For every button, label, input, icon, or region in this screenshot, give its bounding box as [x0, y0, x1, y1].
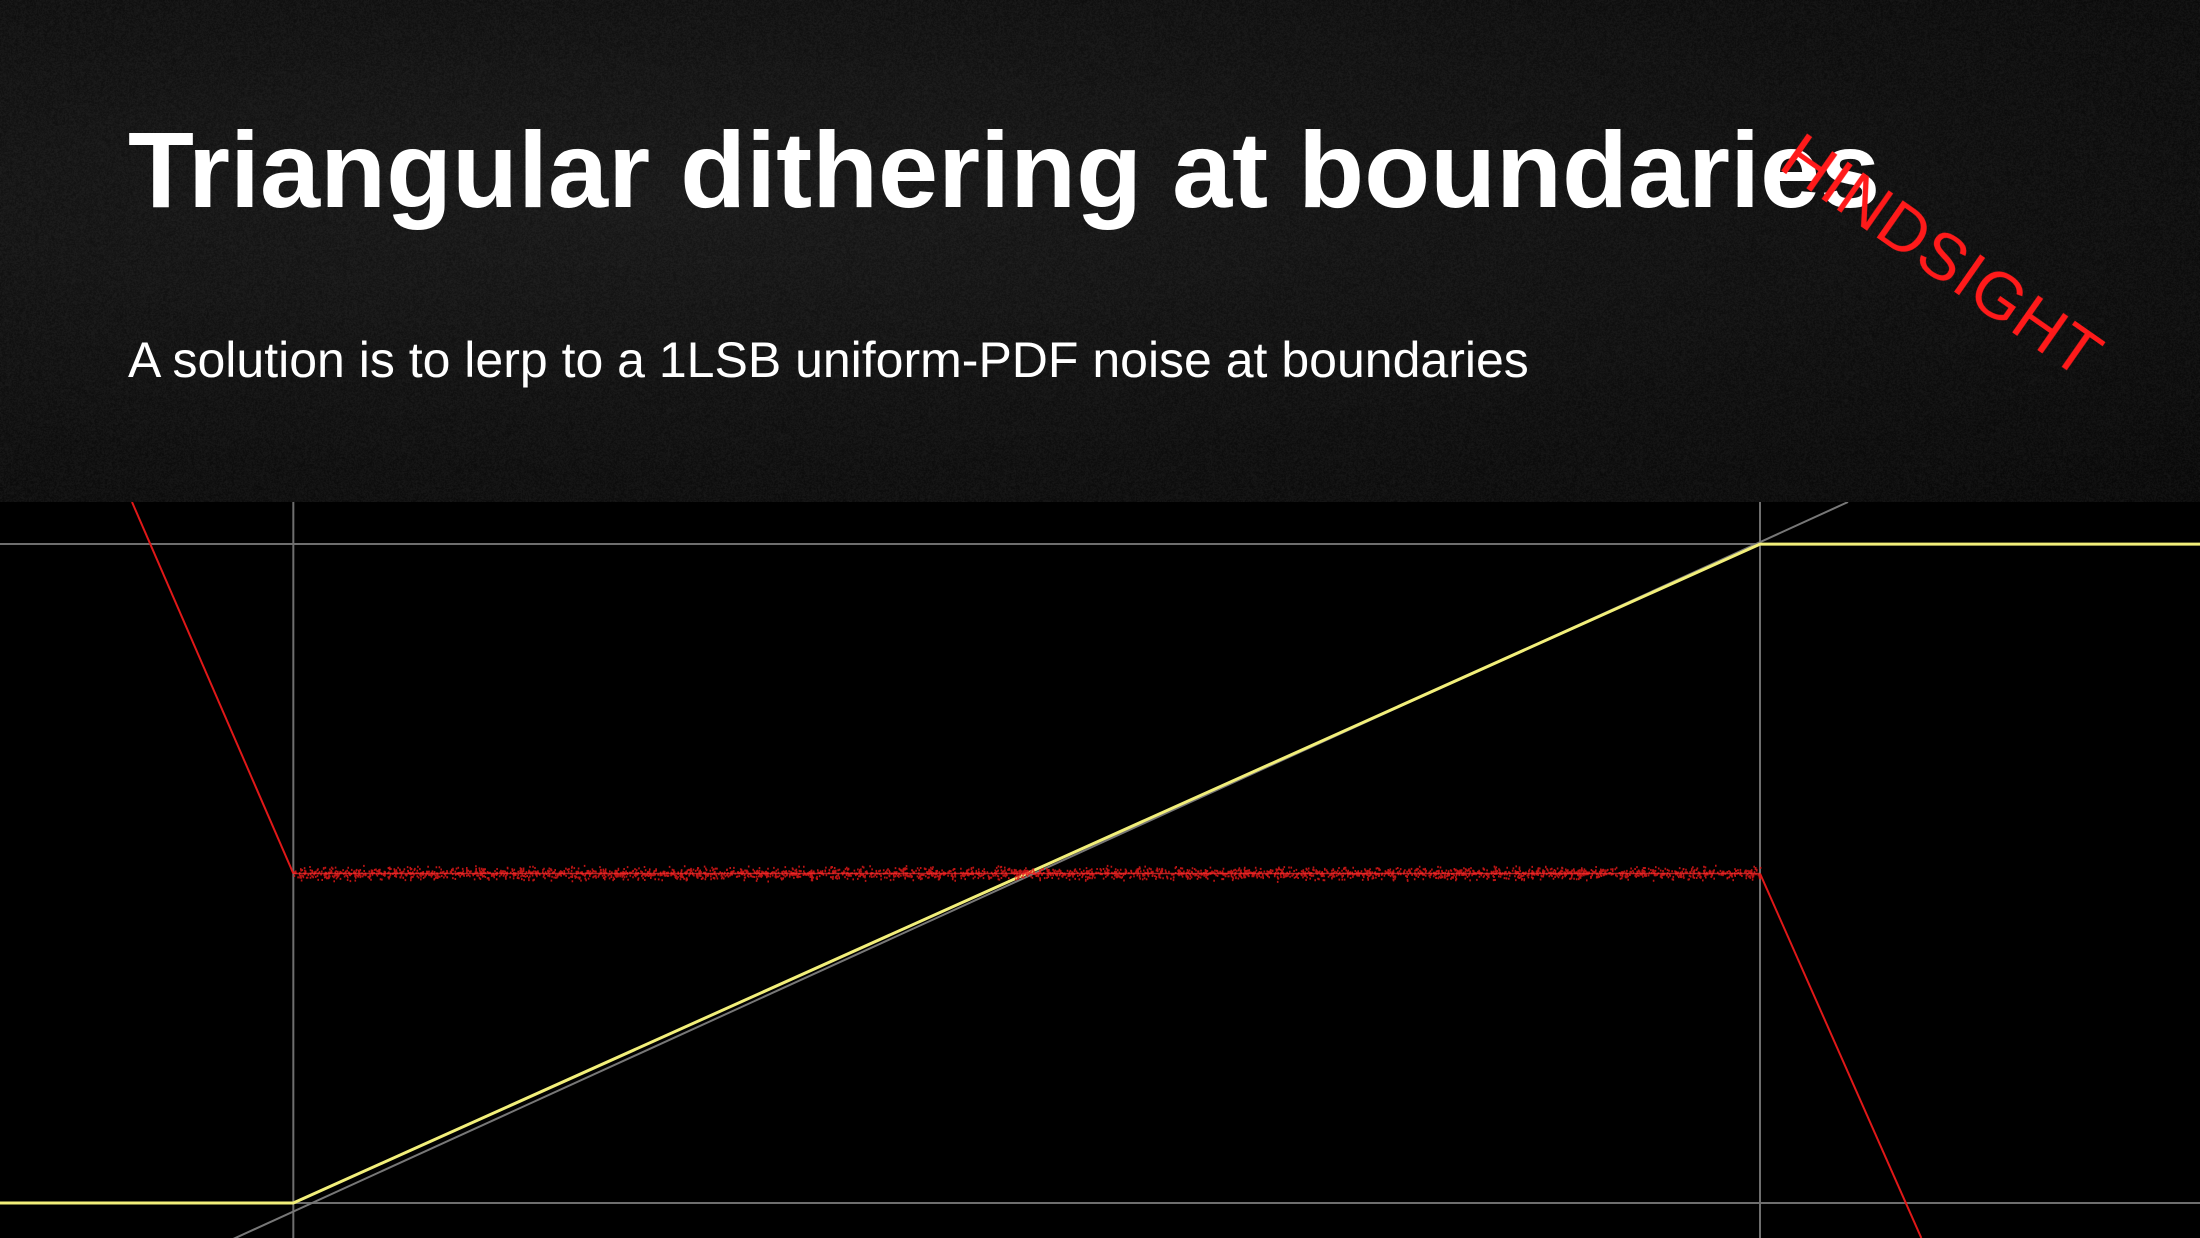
- error-curve-right-ramp: [1759, 873, 1923, 1238]
- error-curve-left-ramp: [131, 502, 295, 874]
- series-layer: [0, 502, 2200, 1238]
- dither-plot: [0, 502, 2200, 1238]
- slide-subtitle: A solution is to lerp to a 1LSB uniform-…: [128, 332, 1529, 388]
- slide-title: Triangular dithering at boundaries: [128, 109, 1881, 230]
- background-texture: [0, 0, 2200, 502]
